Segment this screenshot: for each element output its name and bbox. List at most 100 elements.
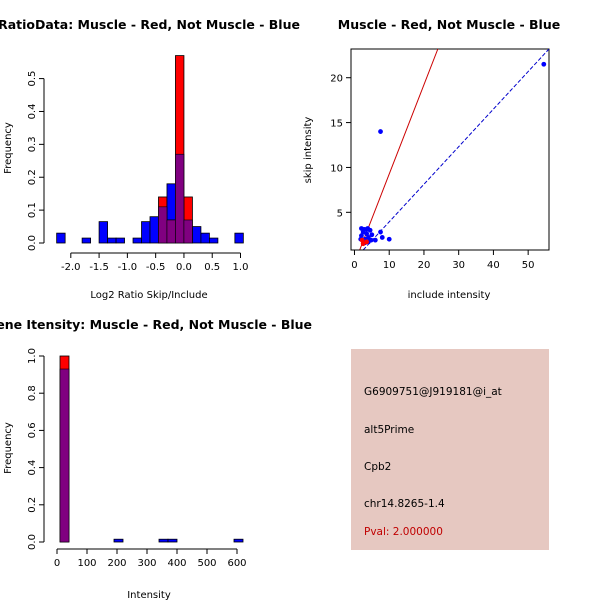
scatter-x-tick-label: 30 (452, 260, 465, 271)
ratio-not-muscle-bar (81, 237, 92, 244)
scatter-x-tick-label: 0 (351, 260, 357, 271)
ratio-overlap-bar (175, 153, 185, 244)
scatter-x-tick-label: 20 (418, 260, 431, 271)
ratio-y-tick-label: 0.1 (27, 202, 38, 218)
intensity-overlap-bar (59, 368, 70, 543)
scatter-x-tick-label: 10 (383, 260, 396, 271)
intensity-x-tick-label: 0 (54, 558, 60, 569)
intensity-not-muscle-bar (158, 538, 169, 543)
scatter-red-line (359, 49, 439, 250)
ratio-not-muscle-bar (192, 226, 202, 244)
gene-name: Cpb2 (364, 461, 392, 473)
probe-info-panel: G6909751@J919181@i_at alt5Prime Cpb2 chr… (351, 349, 549, 550)
scatter-point (364, 231, 370, 237)
intensity-x-tick-label: 100 (77, 558, 96, 569)
intensity-x-tick-label: 200 (107, 558, 126, 569)
ratio-histogram-y-label: Frequency (3, 122, 14, 174)
intensity-not-muscle-bar (113, 538, 124, 543)
intensity-y-tick-label: 0.6 (27, 422, 38, 438)
ratio-not-muscle-bar (132, 237, 142, 244)
ratio-not-muscle-bar (200, 232, 210, 244)
scatter-point (369, 232, 375, 238)
intensity-y-tick-label: 0.0 (27, 534, 38, 550)
gene-intensity-bars (59, 355, 244, 543)
scatter-point (361, 226, 367, 232)
scatter-x-label: include intensity (408, 290, 491, 301)
intensity-not-muscle-bar (167, 538, 178, 543)
ratio-x-tick-label: -1.0 (118, 262, 138, 273)
gene-intensity-title: Gene Itensity: Muscle - Red, Not Muscle … (0, 317, 312, 332)
ratio-y-tick-label: 0.3 (27, 136, 38, 152)
intensity-scatter-plot (358, 49, 549, 250)
ratio-x-tick-label: -2.0 (61, 262, 81, 273)
ratio-y-tick-label: 0.2 (27, 169, 38, 185)
scatter-point (541, 61, 547, 67)
scatter-blue-line (362, 49, 549, 250)
ratio-not-muscle-bar (98, 221, 108, 244)
ratio-overlap-bar (183, 219, 193, 244)
ratio-y-tick-label: 0.5 (27, 71, 38, 87)
scatter-point (364, 239, 370, 245)
intensity-scatter-panel: Muscle - Red, Not Muscle - Blue 0 10 20 30 4… (303, 17, 560, 301)
intensity-scatter-axes: 0 10 20 30 40 50 5 10 15 20 (330, 74, 534, 271)
ratio-y-tick-label: 0.4 (27, 104, 38, 120)
ratio-not-muscle-bar (56, 232, 66, 244)
gene-intensity-histogram-panel: Gene Itensity: Muscle - Red, Not Muscle … (0, 317, 312, 600)
scatter-x-tick-label: 40 (487, 260, 500, 271)
chromosome-location: chr14.8265-1.4 (364, 498, 445, 510)
ratio-overlap-bar (158, 206, 168, 244)
gene-intensity-y-label: Frequency (3, 422, 14, 474)
scatter-x-tick-label: 50 (522, 260, 535, 271)
probe-id: G6909751@J919181@i_at (364, 386, 502, 398)
ratio-not-muscle-bar (234, 232, 244, 244)
ratio-x-tick-label: 0.0 (176, 262, 192, 273)
ratio-x-tick-label: 1.0 (233, 262, 249, 273)
ratio-x-tick-label: -0.5 (146, 262, 166, 273)
p-value: Pval: 2.000000 (364, 526, 443, 538)
intensity-scatter-title: Muscle - Red, Not Muscle - Blue (338, 17, 560, 32)
intensity-x-tick-label: 400 (167, 558, 186, 569)
scatter-y-tick-label: 10 (330, 163, 343, 174)
ratio-x-tick-label: -1.5 (89, 262, 109, 273)
ratio-not-muscle-bar (115, 237, 125, 244)
gene-intensity-axes: 0 100 200 300 400 500 600 0.0 0.2 0.4 0.6 0.8 1.0 (27, 348, 247, 569)
scatter-point (386, 236, 392, 242)
intensity-x-tick-label: 300 (137, 558, 156, 569)
gene-intensity-x-label: Intensity (127, 590, 171, 600)
ratio-histogram-axes: -2.0 -1.5 -1.0 -0.5 0.0 0.5 1.0 0.0 0.1 0.2 0.3 0.4… (27, 71, 248, 273)
scatter-plot-box (350, 48, 550, 251)
scatter-point (359, 237, 365, 243)
intensity-y-tick-label: 0.2 (27, 497, 38, 513)
ratio-histogram-panel: RatioData: Muscle - Red, Not Muscle - Bl… (0, 17, 300, 301)
intensity-x-tick-label: 600 (227, 558, 246, 569)
intensity-not-muscle-bar (233, 538, 244, 543)
intensity-y-tick-label: 0.8 (27, 385, 38, 401)
scatter-plot-area (358, 49, 549, 250)
ratio-histogram-x-label: Log2 Ratio Skip/Include (90, 290, 207, 301)
ratio-histogram-title: RatioData: Muscle - Red, Not Muscle - Bl… (0, 17, 300, 32)
event-type: alt5Prime (364, 424, 415, 436)
scatter-y-tick-label: 15 (330, 119, 343, 130)
scatter-y-label: skip intensity (303, 117, 314, 184)
ratio-not-muscle-bar (149, 216, 159, 244)
scatter-point (378, 229, 383, 235)
ratio-not-muscle-bar (208, 237, 219, 244)
scatter-y-tick-label: 5 (337, 208, 343, 219)
ratio-not-muscle-bar (166, 183, 176, 221)
ratio-overlap-bar (166, 219, 176, 244)
scatter-point (378, 129, 383, 134)
intensity-y-tick-label: 1.0 (27, 348, 38, 364)
scatter-point (372, 237, 378, 243)
ratio-not-muscle-bar (107, 237, 117, 244)
ratio-not-muscle-bar (141, 221, 151, 244)
ratio-y-tick-label: 0.0 (27, 235, 38, 251)
scatter-y-tick-label: 20 (330, 74, 343, 85)
ratio-histogram-bars (56, 55, 244, 244)
scatter-point (379, 235, 385, 240)
scatter-point (359, 233, 364, 239)
scatter-point (368, 237, 374, 243)
ratio-x-tick-label: 0.5 (204, 262, 220, 273)
intensity-x-tick-label: 500 (197, 558, 216, 569)
intensity-y-tick-label: 0.4 (27, 460, 38, 476)
